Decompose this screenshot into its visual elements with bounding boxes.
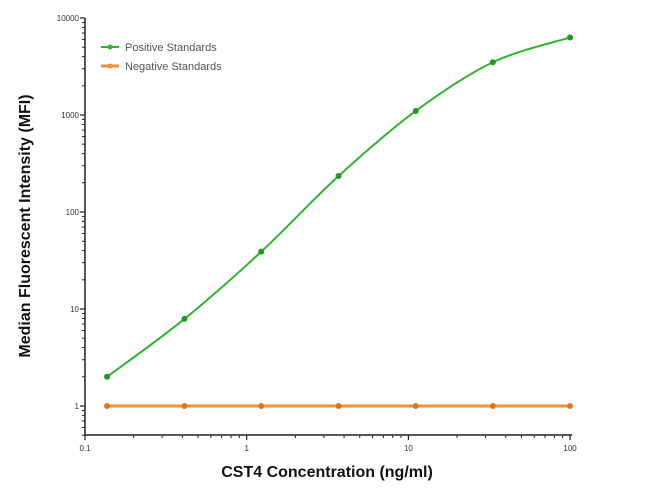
negative-standards-point	[181, 403, 188, 409]
legend-label: Positive Standards	[125, 42, 217, 54]
positive-standards-point	[335, 173, 342, 180]
y-tick-label: 10000	[57, 14, 80, 23]
y-tick-label: 10	[70, 305, 79, 314]
negative-standards-point	[258, 403, 265, 409]
x-tick-label: 1	[244, 444, 249, 453]
y-tick-label: 100	[66, 208, 80, 217]
positive-standards-point	[104, 373, 111, 380]
negative-standards-point	[335, 403, 342, 409]
negative-standards-point	[489, 403, 496, 409]
y-tick-label: 1	[75, 402, 80, 411]
positive-standards-line	[106, 36, 571, 378]
y-tick-label: 1000	[61, 111, 79, 120]
positive-standards-point	[258, 248, 265, 255]
x-tick-label: 10	[404, 444, 413, 453]
legend-marker	[107, 44, 113, 50]
positive-standards-point	[489, 59, 496, 66]
legend-marker	[107, 63, 113, 69]
legend-label: Negative Standards	[125, 61, 222, 73]
x-axis-label: CST4 Concentration (ng/ml)	[221, 464, 433, 481]
positive-standards-point	[567, 34, 574, 41]
series-layer	[104, 34, 574, 409]
legend: Positive Standards Negative Standards	[101, 42, 222, 73]
negative-standards-point	[567, 403, 574, 409]
positive-standards-point	[412, 107, 419, 114]
axes: 0.1 1 10 100 1 10 100 1000 10000	[57, 14, 578, 453]
negative-standards-point	[412, 403, 419, 409]
negative-standards-point	[104, 403, 111, 409]
x-tick-label: 100	[563, 444, 577, 453]
positive-standards-point	[181, 315, 188, 322]
x-tick-label: 0.1	[79, 444, 91, 453]
y-axis-label: Median Fluorescent Intensity (MFI)	[17, 94, 34, 357]
